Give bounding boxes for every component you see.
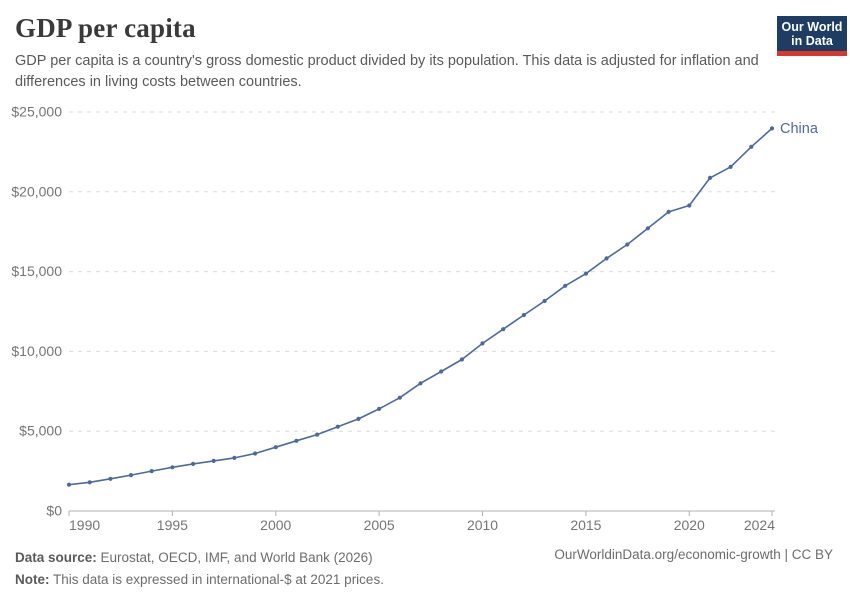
footer-source-note: Data source: Eurostat, OECD, IMF, and Wo… (15, 547, 384, 591)
data-point[interactable] (273, 445, 278, 450)
note-line: Note: This data is expressed in internat… (15, 569, 384, 591)
y-tick-label: $15,000 (11, 263, 62, 279)
data-point[interactable] (335, 424, 340, 429)
data-point[interactable] (232, 455, 237, 460)
data-source-label: Data source: (15, 550, 97, 565)
data-point[interactable] (625, 242, 630, 247)
data-point[interactable] (501, 327, 506, 332)
data-point[interactable] (87, 480, 92, 485)
data-point[interactable] (521, 312, 527, 318)
x-tick-label: 2010 (467, 517, 498, 533)
data-point[interactable] (583, 271, 589, 276)
data-point[interactable] (191, 461, 196, 466)
gdp-line-chart[interactable]: $0 $5,000 $10,000 $15,000 $20,000 $25,000 1990… (0, 96, 850, 541)
x-tick-label: 1995 (157, 517, 188, 533)
data-point[interactable] (397, 395, 402, 400)
data-point[interactable] (542, 298, 547, 304)
y-tick-label: $5,000 (19, 423, 62, 439)
data-point[interactable] (480, 341, 485, 346)
data-point[interactable] (418, 381, 423, 386)
data-point[interactable] (749, 144, 754, 149)
data-point[interactable] (666, 209, 671, 214)
data-point[interactable] (128, 473, 134, 478)
data-source-text: Eurostat, OECD, IMF, and World Bank (202… (96, 550, 373, 565)
credit-link[interactable]: OurWorldinData.org/economic-growth | CC … (554, 547, 833, 562)
data-point[interactable] (356, 416, 361, 421)
data-point[interactable] (604, 256, 609, 261)
owid-logo-line2: in Data (791, 34, 833, 48)
series-label-china[interactable]: China (780, 121, 819, 137)
x-tick-label: 2024 (744, 517, 775, 533)
data-point[interactable] (108, 476, 113, 481)
y-tick-label: $20,000 (11, 183, 62, 199)
data-point[interactable] (459, 357, 464, 362)
note-label: Note: (15, 572, 50, 587)
x-tick-label: 2000 (260, 517, 291, 533)
data-point[interactable] (294, 438, 299, 443)
data-point[interactable] (377, 406, 382, 411)
data-point[interactable] (315, 432, 320, 437)
data-point[interactable] (149, 469, 154, 474)
x-tick-label: 2020 (674, 517, 705, 533)
y-tick-label: $10,000 (11, 343, 62, 359)
y-tick-label: $0 (46, 503, 62, 519)
data-point[interactable] (687, 203, 692, 208)
data-point[interactable] (253, 451, 258, 456)
owid-logo-line1: Our World (781, 20, 843, 34)
page-title: GDP per capita (15, 13, 196, 43)
data-point[interactable] (439, 369, 444, 374)
owid-logo[interactable]: Our World in Data (777, 16, 847, 56)
note-text: This data is expressed in international-… (49, 572, 384, 587)
data-source-line: Data source: Eurostat, OECD, IMF, and Wo… (15, 547, 384, 569)
data-point[interactable] (645, 226, 651, 231)
data-point[interactable] (170, 465, 175, 470)
data-point[interactable] (707, 175, 713, 180)
data-point[interactable] (66, 482, 72, 487)
data-point[interactable] (211, 458, 216, 463)
y-tick-label: $25,000 (11, 104, 62, 120)
chart-subtitle: GDP per capita is a country's gross dome… (15, 53, 759, 90)
data-point[interactable] (728, 164, 733, 169)
data-point[interactable] (769, 126, 775, 131)
x-tick-label: 2015 (570, 517, 601, 533)
x-tick-label: 1990 (69, 517, 100, 533)
data-point[interactable] (563, 283, 568, 288)
x-tick-label: 2005 (364, 517, 395, 533)
